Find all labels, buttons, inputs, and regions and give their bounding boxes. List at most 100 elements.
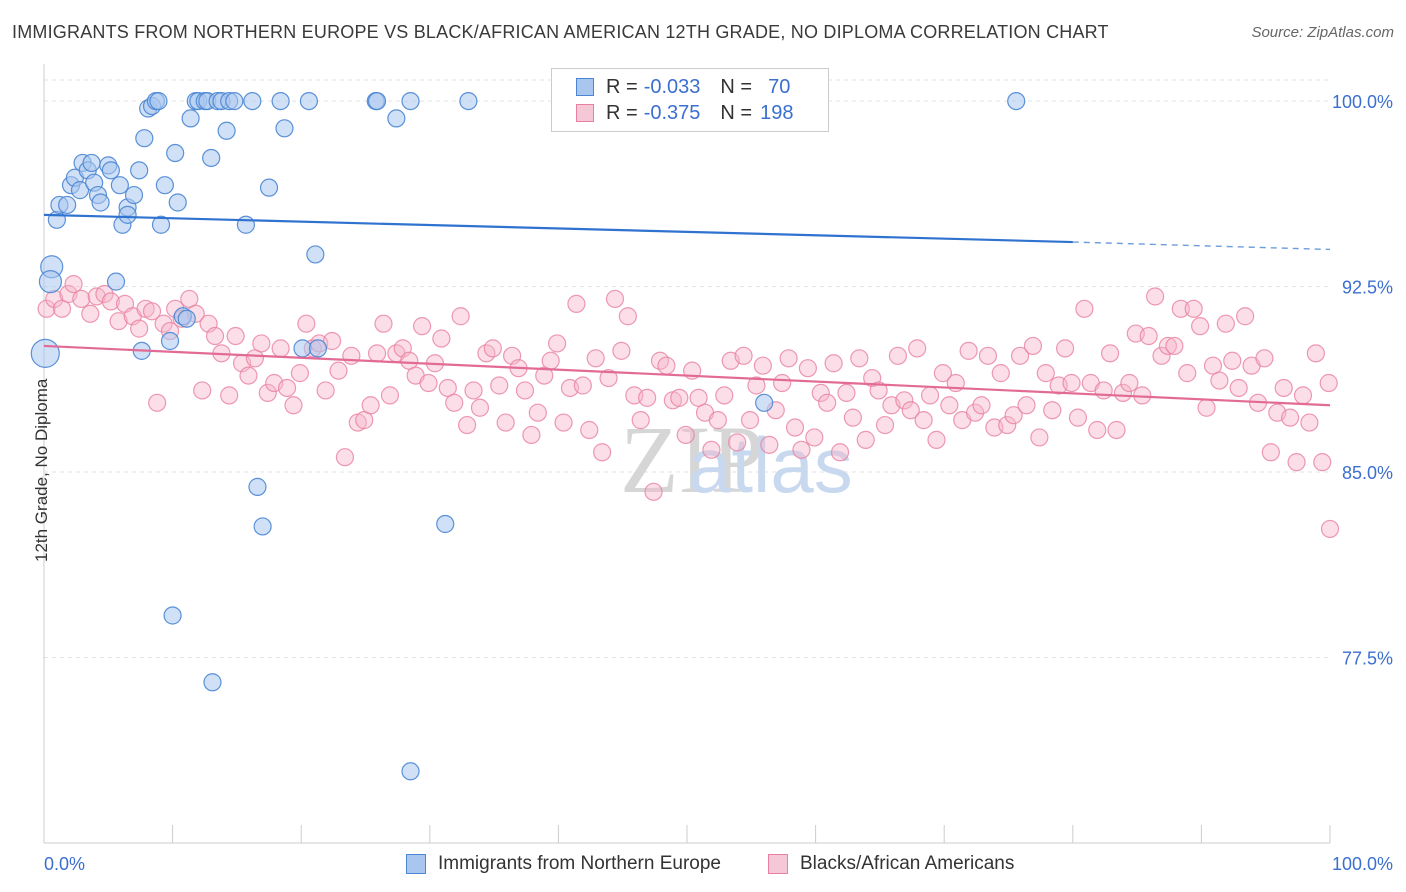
blue-point [151,215,171,234]
pink-point [1236,307,1255,326]
blue-point [177,309,196,328]
pink-point [220,386,239,405]
pink-point [702,440,721,459]
blue-point [436,514,455,534]
pink-point [1184,299,1203,318]
pink-point [991,364,1010,383]
pink-point [515,381,535,400]
blue-point [275,119,294,138]
pink-point [252,334,271,353]
pink-point [875,415,895,435]
blue-point [47,210,66,229]
pink-point [760,435,779,454]
pink-point [798,359,817,378]
pink-point [81,304,100,323]
pink-point [586,349,605,368]
pink-point [1191,317,1210,336]
pink-point [920,386,940,405]
pink-point [297,314,316,333]
pink-point [1165,336,1184,356]
x-tick-label-max: 100.0% [1332,854,1393,874]
blue-point [367,91,387,111]
pink-point [148,393,167,412]
pink-point [567,294,586,313]
y-tick-label: 100.0% [1332,92,1393,112]
pink-point [644,482,663,501]
pink-point [747,376,766,395]
blue-point [106,272,126,291]
pink-point [483,339,502,358]
pink-point [914,411,933,430]
legend-n-label: N = [720,75,753,98]
pink-point [1017,396,1036,415]
legend-r-label: R = [606,101,638,124]
pink-point [1146,287,1165,306]
blue-point [401,762,420,781]
watermark-zip: ZIP [620,406,764,513]
pink-trend-line [43,344,1331,407]
pink-point [464,381,483,400]
pink-point [940,396,959,415]
pink-point [470,398,490,417]
pink-point [573,376,592,395]
pink-point [888,346,908,365]
pink-point [1100,344,1120,363]
pink-r-value: -0.375 [643,101,701,124]
pink-point [869,381,888,400]
pink-point [818,393,837,412]
blue-point [253,517,272,536]
blue-point [155,176,174,195]
blue-trend-extension [1072,241,1331,251]
pink-point [708,411,727,430]
pink-point [612,341,631,360]
y-axis-label: 12th Grade, No Diploma [32,378,51,562]
pink-point [998,415,1017,435]
pink-point [638,388,657,407]
trend-lines [43,213,1331,407]
pink-point [277,378,297,398]
pink-point [670,388,689,407]
blue-point [166,143,185,163]
pink-point [490,376,509,395]
pink-n-value: 198 [760,101,794,124]
pink-point [1287,453,1306,472]
pink-point [895,391,914,410]
pink-point [1210,371,1229,390]
pink-point [785,418,805,437]
blue-point [308,339,328,358]
blue-legend-swatch [406,854,426,874]
pink-point [1088,420,1107,440]
blue-point [217,121,236,140]
pink-point [284,396,303,415]
y-tick-label: 85.0% [1342,463,1393,483]
pink-point [605,289,625,309]
pink-point [1229,378,1248,398]
pink-point [676,425,695,445]
pink-point [856,430,875,449]
blue-point [459,91,478,111]
blue-point [58,195,77,215]
blue-point [259,178,279,197]
pink-point [972,396,991,415]
pink-point [322,331,342,351]
pink-point [1094,381,1113,400]
blue-swatch [576,78,594,96]
blue-point [299,91,319,111]
blue-legend-label: Immigrants from Northern Europe [438,853,721,874]
pink-point [1113,383,1133,403]
pink-point [432,329,451,348]
blue-point [1007,91,1026,111]
pink-point [1171,299,1190,318]
pink-point [965,403,985,422]
watermark-atlas: atlas [688,421,853,509]
pink-point [1293,386,1313,405]
pink-point [1107,420,1126,440]
pink-point [1158,336,1178,356]
pink-point [773,373,792,393]
pink-point [824,354,843,373]
pink-point [1300,413,1319,432]
pink-point [271,339,290,358]
pink-point [779,349,798,368]
pink-point [599,368,618,388]
